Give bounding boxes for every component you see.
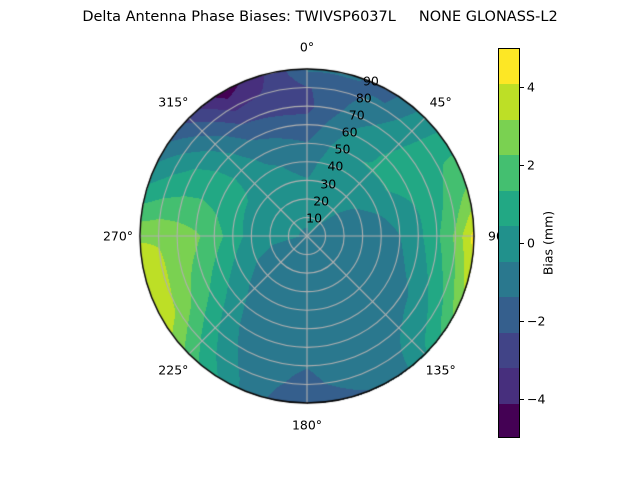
colorbar-swatch [499, 403, 519, 437]
colorbar-tick-label: 0 [527, 235, 535, 251]
radial-tick-label-10: 10 [306, 210, 323, 226]
radial-tick-label-60: 60 [341, 124, 358, 140]
radial-tick-label-30: 30 [320, 176, 337, 192]
angle-tick-label-315: 315° [158, 94, 189, 110]
radial-tick-label-50: 50 [334, 141, 351, 157]
colorbar-swatch [499, 155, 519, 191]
colorbar-tick-label: −2 [527, 313, 546, 329]
colorbar-swatch [499, 49, 519, 85]
colorbar-swatch [499, 119, 519, 156]
radial-tick-label-90: 90 [362, 73, 379, 89]
colorbar-tick-mark [520, 243, 524, 245]
colorbar-tick-label: 2 [527, 157, 535, 173]
colorbar-tick-mark [520, 399, 524, 401]
colorbar-swatch [499, 297, 519, 333]
colorbar-swatch [499, 190, 519, 227]
colorbar-swatch [499, 332, 519, 369]
angle-tick-label-45: 45° [429, 94, 452, 110]
angle-tick-label-0: 0° [299, 39, 315, 55]
radial-tick-label-80: 80 [355, 90, 372, 106]
colorbar-tick-mark [520, 87, 524, 89]
colorbar-swatch [499, 84, 519, 120]
colorbar-swatch [499, 226, 519, 262]
radial-tick-label-20: 20 [313, 193, 330, 209]
angle-tick-label-270: 270° [102, 228, 134, 244]
colorbar-swatch [499, 368, 519, 404]
angle-tick-label-225: 225° [158, 362, 189, 378]
colorbar [498, 48, 520, 438]
colorbar-tick-mark [520, 321, 524, 323]
radial-tick-label-40: 40 [327, 158, 344, 174]
colorbar-tick-label: 4 [527, 79, 535, 95]
colorbar-tick-mark [520, 165, 524, 167]
radial-tick-label-70: 70 [348, 107, 365, 123]
angle-tick-label-180: 180° [291, 417, 323, 433]
colorbar-swatch [499, 261, 519, 298]
angle-tick-label-135: 135° [425, 362, 456, 378]
colorbar-tick-label: −4 [527, 391, 546, 407]
colorbar-axis-label: Bias (mm) [540, 210, 556, 276]
